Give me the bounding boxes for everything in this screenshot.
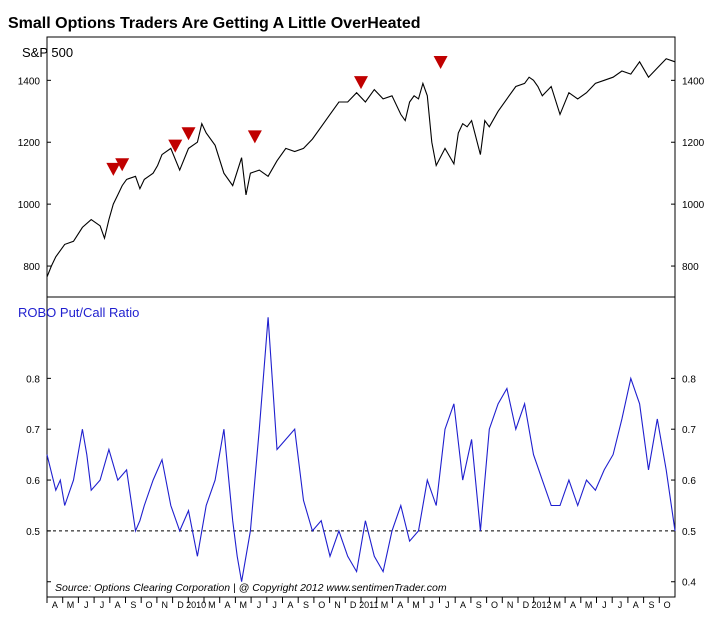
sp500-line xyxy=(46,58,676,278)
x-tick-label: A xyxy=(287,600,293,610)
y-tick-label-left: 1400 xyxy=(18,76,41,87)
x-tick-label: 2010 xyxy=(186,600,206,610)
top-panel-title: S&P 500 xyxy=(22,45,73,60)
y-tick-label-left: 0.6 xyxy=(26,476,40,487)
x-tick-label: J xyxy=(602,600,607,610)
x-tick-label: M xyxy=(554,600,562,610)
x-tick-label: 2012 xyxy=(532,600,552,610)
y-tick-label-right: 1000 xyxy=(682,200,705,211)
top-y-ticks: 800 800 1000 1000 1200 1200 1400 1400 xyxy=(18,76,705,273)
x-tick-label: A xyxy=(633,600,639,610)
y-tick-label-right: 800 xyxy=(682,262,699,273)
y-tick-label-right: 0.4 xyxy=(682,578,696,589)
signal-markers xyxy=(106,56,448,176)
y-tick-label-left: 0.5 xyxy=(26,527,40,538)
y-tick-label-right: 0.6 xyxy=(682,476,696,487)
x-tick-label: A xyxy=(397,600,403,610)
x-tick-label: M xyxy=(412,600,420,610)
y-tick-label-right: 1400 xyxy=(682,76,705,87)
x-tick-label: A xyxy=(570,600,576,610)
signal-triangle xyxy=(354,76,368,90)
y-tick-label-left: 0.8 xyxy=(26,374,40,385)
signal-triangle xyxy=(115,158,130,172)
x-tick-label: M xyxy=(585,600,593,610)
x-tick-label: M xyxy=(381,600,389,610)
signal-triangle xyxy=(168,139,183,153)
x-tick-label: D xyxy=(350,600,357,610)
x-tick-label: D xyxy=(177,600,184,610)
x-tick-label: 2011 xyxy=(359,600,378,610)
x-tick-label: J xyxy=(618,600,623,610)
x-tick-label: A xyxy=(225,600,231,610)
x-tick-label: J xyxy=(272,600,277,610)
x-tick-label: O xyxy=(146,600,153,610)
x-tick-label: N xyxy=(162,600,169,610)
y-tick-label-right: 0.8 xyxy=(682,374,696,385)
x-tick-label: J xyxy=(445,600,450,610)
chart-title: Small Options Traders Are Getting A Litt… xyxy=(8,15,421,32)
x-tick-label: J xyxy=(257,600,262,610)
y-tick-label-left: 1200 xyxy=(18,138,41,149)
signal-triangle xyxy=(181,127,196,141)
x-tick-label: S xyxy=(130,600,136,610)
x-tick-label: M xyxy=(67,600,75,610)
bottom-panel-title: ROBO Put/Call Ratio xyxy=(18,305,139,320)
signal-triangle xyxy=(247,130,262,144)
x-tick-label: S xyxy=(476,600,482,610)
y-tick-label-left: 0.7 xyxy=(26,425,40,436)
x-tick-label: S xyxy=(303,600,309,610)
x-tick-label: O xyxy=(318,600,325,610)
bottom-panel-frame xyxy=(46,296,676,598)
signal-triangle xyxy=(106,162,121,176)
y-tick-label-right: 1200 xyxy=(682,138,705,149)
x-tick-label: J xyxy=(100,600,105,610)
y-tick-label-left: 800 xyxy=(23,262,40,273)
x-tick-label: S xyxy=(648,600,654,610)
y-tick-label-right: 0.7 xyxy=(682,425,696,436)
x-tick-label: D xyxy=(523,600,530,610)
signal-triangle xyxy=(433,56,448,70)
x-tick-label: A xyxy=(52,600,58,610)
x-tick-label: A xyxy=(460,600,466,610)
put-call-ratio-line xyxy=(46,317,676,582)
y-tick-label-left: 1000 xyxy=(18,200,41,211)
x-tick-label: A xyxy=(115,600,121,610)
y-tick-label-right: 0.5 xyxy=(682,527,696,538)
x-axis-labels: A M J J A S O N D 2010 M A M J J A S O N D 2011 M A M J J A S O N D 201… xyxy=(46,597,671,610)
x-tick-label: N xyxy=(507,600,514,610)
x-tick-label: O xyxy=(664,600,671,610)
x-tick-label: N xyxy=(334,600,341,610)
x-tick-label: J xyxy=(84,600,89,610)
bottom-y-ticks: 0.4 0.5 0.6 0.7 0.8 0.5 0.6 0.7 0.8 xyxy=(26,374,696,588)
source-note: Source: Options Clearing Corporation | @… xyxy=(55,582,447,594)
x-tick-label: J xyxy=(429,600,434,610)
top-panel-frame xyxy=(46,36,676,298)
x-tick-label: O xyxy=(491,600,498,610)
x-tick-label: M xyxy=(240,600,248,610)
x-tick-label: M xyxy=(208,600,216,610)
